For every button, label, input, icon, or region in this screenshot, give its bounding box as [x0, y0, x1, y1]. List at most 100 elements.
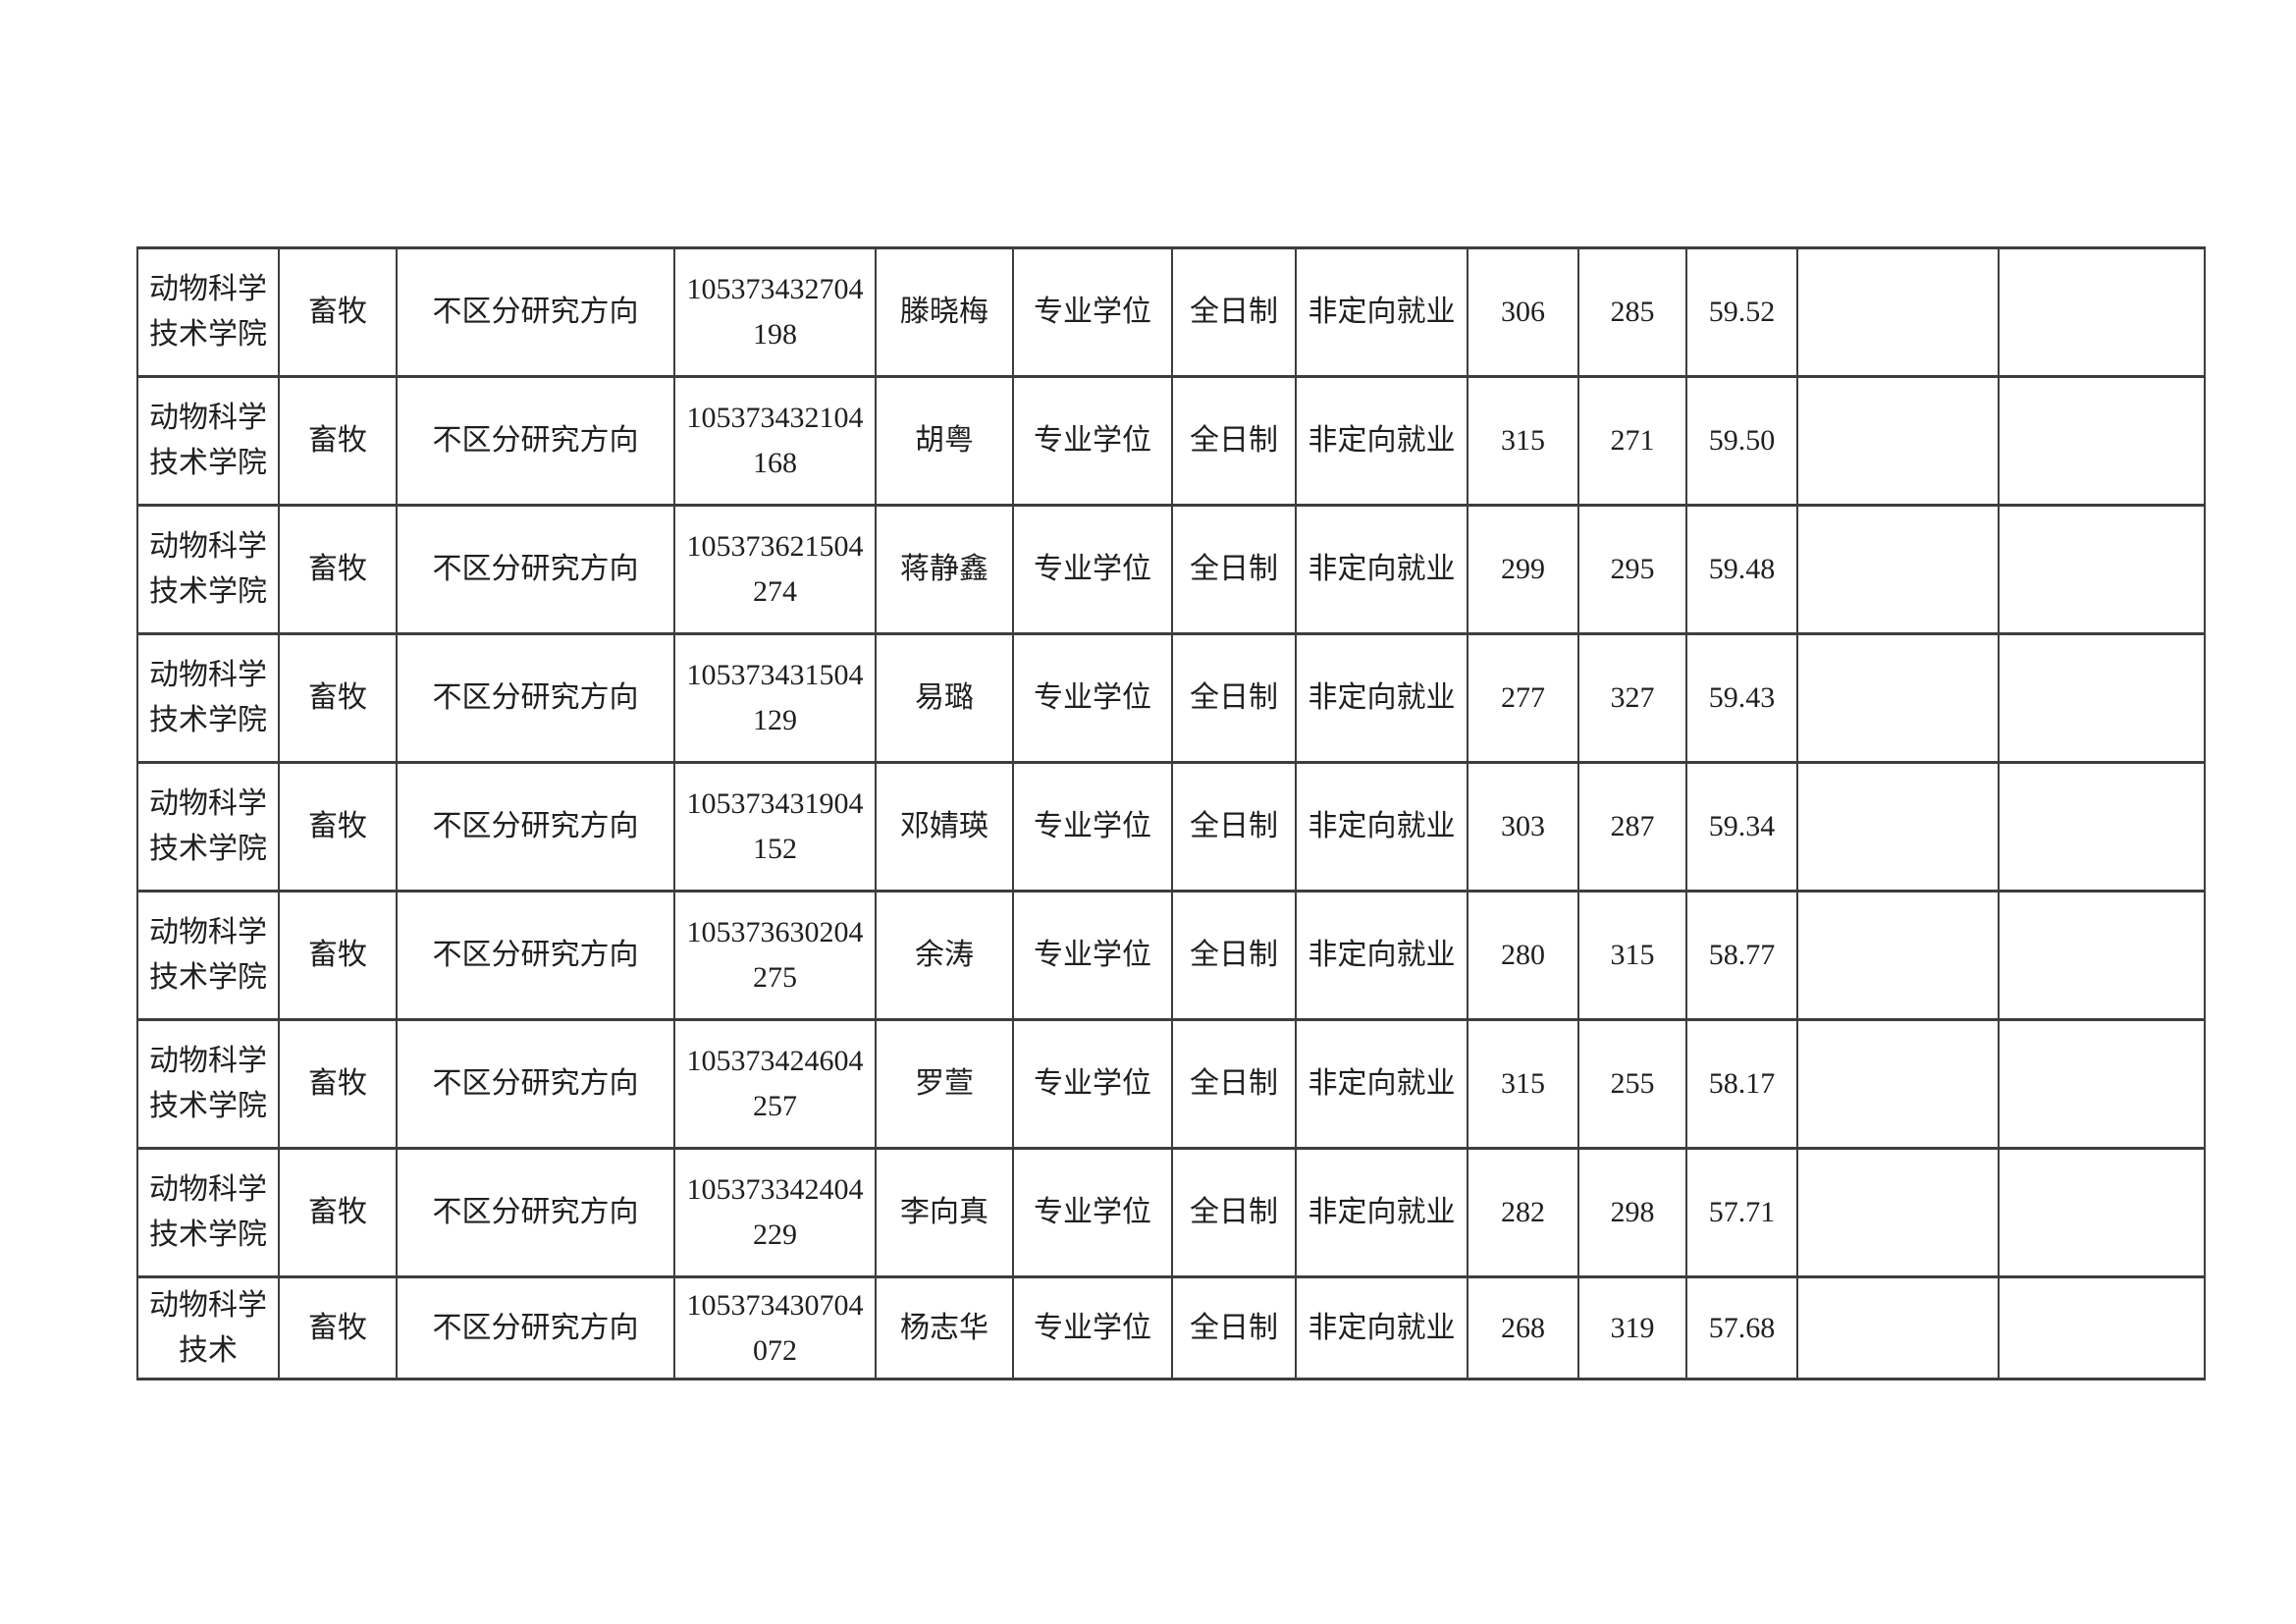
table-row: 动物科学技术学院 畜牧 不区分研究方向 105373630204275 余涛 专业学位 全日…: [136, 890, 2206, 1021]
cell-research_direction: 不区分研究方向: [396, 1147, 675, 1278]
cell-name: 胡粤: [875, 375, 1014, 507]
cell-employment_type: 非定向就业: [1295, 246, 1468, 378]
table-row: 动物科学技术 畜牧 不区分研究方向 105373430704072 杨志华 专业学位 全日制…: [136, 1275, 2206, 1380]
cell-degree_type: 专业学位: [1012, 632, 1173, 764]
cell-score2: 255: [1577, 1018, 1687, 1150]
cell-empty_col_2: [1998, 761, 2206, 893]
cell-composite_score: 59.48: [1685, 504, 1798, 635]
cell-score1: 282: [1467, 1147, 1579, 1278]
cell-research_direction: 不区分研究方向: [396, 1275, 675, 1380]
cell-score2: 319: [1577, 1275, 1687, 1380]
cell-study_mode: 全日制: [1171, 1018, 1297, 1150]
cell-name: 杨志华: [875, 1275, 1014, 1380]
cell-exam_number: 105373432704198: [673, 246, 877, 378]
cell-empty_col_2: [1998, 1018, 2206, 1150]
cell-research_direction: 不区分研究方向: [396, 375, 675, 507]
cell-major: 畜牧: [278, 761, 398, 893]
cell-study_mode: 全日制: [1171, 1147, 1297, 1278]
table-row: 动物科学技术学院 畜牧 不区分研究方向 105373432704198 滕晓梅 专业学位全…: [136, 246, 2206, 378]
cell-score2: 315: [1577, 890, 1687, 1021]
cell-empty_col_1: [1796, 375, 2000, 507]
cell-college: 动物科学技术学院: [136, 504, 280, 635]
cell-major: 畜牧: [278, 1147, 398, 1278]
cell-score1: 315: [1467, 375, 1579, 507]
cell-name: 余涛: [875, 890, 1014, 1021]
cell-study_mode: 全日制: [1171, 632, 1297, 764]
cell-research_direction: 不区分研究方向: [396, 761, 675, 893]
cell-exam_number: 105373431504129: [673, 632, 877, 764]
cell-empty_col_2: [1998, 632, 2206, 764]
cell-composite_score: 57.68: [1685, 1275, 1798, 1380]
cell-major: 畜牧: [278, 1018, 398, 1150]
cell-score2: 327: [1577, 632, 1687, 764]
cell-composite_score: 59.43: [1685, 632, 1798, 764]
cell-study_mode: 全日制: [1171, 504, 1297, 635]
cell-name: 邓婧瑛: [875, 761, 1014, 893]
cell-college: 动物科学技术学院: [136, 761, 280, 893]
cell-employment_type: 非定向就业: [1295, 1018, 1468, 1150]
cell-exam_number: 105373430704072: [673, 1275, 877, 1380]
cell-empty_col_1: [1796, 632, 2000, 764]
cell-exam_number: 105373342404229: [673, 1147, 877, 1278]
cell-major: 畜牧: [278, 890, 398, 1021]
cell-name: 滕晓梅: [875, 246, 1014, 378]
cell-exam_number: 105373432104168: [673, 375, 877, 507]
cell-employment_type: 非定向就业: [1295, 632, 1468, 764]
cell-degree_type: 专业学位: [1012, 1275, 1173, 1380]
cell-college: 动物科学技术学院: [136, 1018, 280, 1150]
table-row: 动物科学技术学院 畜牧 不区分研究方向 105373431904152 邓婧瑛 专业学位全…: [136, 761, 2206, 893]
cell-study_mode: 全日制: [1171, 890, 1297, 1021]
cell-study_mode: 全日制: [1171, 375, 1297, 507]
cell-empty_col_1: [1796, 246, 2000, 378]
cell-research_direction: 不区分研究方向: [396, 890, 675, 1021]
cell-score1: 268: [1467, 1275, 1579, 1380]
cell-major: 畜牧: [278, 1275, 398, 1380]
cell-score1: 277: [1467, 632, 1579, 764]
cell-degree_type: 专业学位: [1012, 890, 1173, 1021]
cell-degree_type: 专业学位: [1012, 761, 1173, 893]
cell-research_direction: 不区分研究方向: [396, 246, 675, 378]
cell-score2: 285: [1577, 246, 1687, 378]
cell-exam_number: 105373621504274: [673, 504, 877, 635]
cell-college: 动物科学技术学院: [136, 632, 280, 764]
cell-empty_col_1: [1796, 761, 2000, 893]
cell-score2: 298: [1577, 1147, 1687, 1278]
table-row: 动物科学技术学院 畜牧 不区分研究方向 105373431504129 易璐 专业学位 全日…: [136, 632, 2206, 764]
admission-results-table: 动物科学技术学院 畜牧 不区分研究方向 105373432704198 滕晓梅 专业学位全…: [136, 246, 2206, 1380]
cell-score1: 280: [1467, 890, 1579, 1021]
cell-research_direction: 不区分研究方向: [396, 504, 675, 635]
cell-composite_score: 59.50: [1685, 375, 1798, 507]
cell-college: 动物科学技术学院: [136, 1147, 280, 1278]
cell-empty_col_2: [1998, 1147, 2206, 1278]
cell-major: 畜牧: [278, 246, 398, 378]
cell-degree_type: 专业学位: [1012, 1147, 1173, 1278]
cell-name: 李向真: [875, 1147, 1014, 1278]
cell-degree_type: 专业学位: [1012, 504, 1173, 635]
cell-composite_score: 59.34: [1685, 761, 1798, 893]
cell-major: 畜牧: [278, 504, 398, 635]
cell-score2: 271: [1577, 375, 1687, 507]
cell-research_direction: 不区分研究方向: [396, 1018, 675, 1150]
cell-composite_score: 58.77: [1685, 890, 1798, 1021]
cell-score1: 303: [1467, 761, 1579, 893]
table-row: 动物科学技术学院 畜牧 不区分研究方向 105373342404229 李向真 专业学位全…: [136, 1147, 2206, 1278]
cell-empty_col_1: [1796, 1275, 2000, 1380]
cell-empty_col_2: [1998, 1275, 2206, 1380]
cell-major: 畜牧: [278, 375, 398, 507]
cell-employment_type: 非定向就业: [1295, 1275, 1468, 1380]
cell-empty_col_1: [1796, 1147, 2000, 1278]
cell-degree_type: 专业学位: [1012, 246, 1173, 378]
cell-study_mode: 全日制: [1171, 1275, 1297, 1380]
cell-empty_col_2: [1998, 504, 2206, 635]
cell-score2: 287: [1577, 761, 1687, 893]
cell-empty_col_1: [1796, 890, 2000, 1021]
table-body: 动物科学技术学院 畜牧 不区分研究方向 105373432704198 滕晓梅 专业学位全…: [136, 246, 2206, 1380]
cell-composite_score: 59.52: [1685, 246, 1798, 378]
cell-empty_col_1: [1796, 504, 2000, 635]
cell-degree_type: 专业学位: [1012, 375, 1173, 507]
cell-name: 罗萱: [875, 1018, 1014, 1150]
cell-score1: 306: [1467, 246, 1579, 378]
cell-college: 动物科学技术学院: [136, 890, 280, 1021]
cell-score1: 299: [1467, 504, 1579, 635]
cell-research_direction: 不区分研究方向: [396, 632, 675, 764]
